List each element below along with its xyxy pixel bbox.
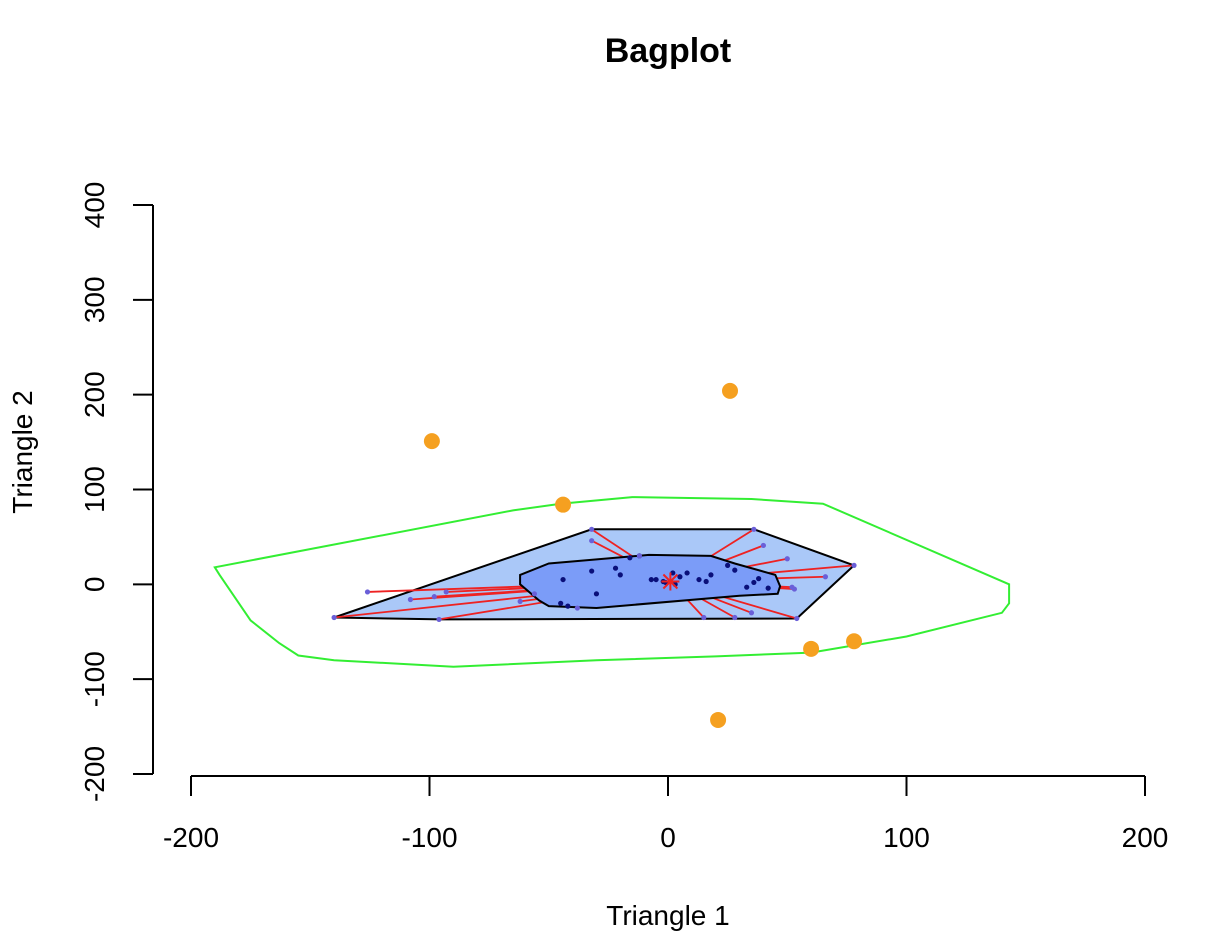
loop-point — [701, 614, 707, 621]
y-tick-label: -200 — [79, 746, 110, 802]
outlier-point — [555, 496, 572, 513]
bag-point — [648, 576, 654, 583]
loop-point — [331, 614, 337, 621]
y-tick-label: -100 — [79, 651, 110, 707]
bag-point — [653, 576, 659, 583]
bag-point — [612, 565, 619, 571]
y-tick-label: 0 — [79, 577, 110, 593]
x-tick-label: 100 — [883, 822, 930, 853]
loop-point — [443, 589, 449, 595]
bag-point — [725, 562, 731, 568]
loop-point — [748, 610, 755, 616]
x-tick-label: 200 — [1122, 822, 1169, 853]
loop-point — [784, 556, 790, 562]
y-axis: -200 -100 0 100 200 300 400 — [79, 182, 154, 802]
outlier-point — [803, 640, 820, 657]
bag-point — [558, 600, 564, 606]
loop-point — [760, 542, 767, 549]
y-tick-label: 400 — [79, 182, 110, 229]
points-layer — [331, 526, 857, 623]
bag-point — [617, 572, 623, 578]
chart-title: Bagplot — [605, 32, 732, 70]
bag-point — [589, 568, 595, 574]
center-marker — [662, 573, 679, 590]
loop-point — [364, 589, 371, 595]
loop-point — [589, 526, 595, 532]
y-axis-label: Triangle 2 — [7, 390, 38, 513]
loop-point — [589, 538, 595, 544]
outlier-point — [846, 633, 863, 650]
bag-point — [756, 576, 762, 582]
loop-point — [851, 562, 857, 568]
x-tick-label: -200 — [163, 822, 219, 853]
bag-point — [677, 574, 683, 580]
loop-point — [636, 553, 642, 559]
loop-point — [531, 591, 538, 597]
bag-point — [751, 579, 757, 586]
loop-point — [751, 526, 757, 532]
loop-point — [436, 616, 442, 623]
bag-point — [670, 570, 676, 576]
bag-point — [765, 585, 771, 591]
y-tick-label: 100 — [79, 466, 110, 513]
bag-point — [684, 570, 690, 576]
bag-point — [744, 584, 750, 590]
outlier-point — [423, 433, 440, 450]
loop-point — [794, 615, 800, 622]
loop-point — [431, 594, 437, 600]
loop-point — [574, 605, 580, 611]
bag-point — [703, 578, 709, 585]
outlier-point — [710, 711, 727, 728]
x-axis: -200 -100 0 100 200 — [163, 775, 1169, 853]
outlier-layer — [423, 382, 863, 728]
bag-point — [696, 576, 702, 583]
center-layer — [661, 572, 680, 591]
bag-point — [565, 603, 571, 609]
outlier-point — [722, 382, 739, 399]
x-tick-label: 0 — [660, 822, 676, 853]
loop-point — [822, 574, 829, 580]
loop-point — [732, 614, 738, 621]
bag-point — [560, 576, 566, 583]
loop-point — [407, 596, 414, 603]
loop-point — [791, 586, 798, 592]
loop-point — [517, 598, 523, 605]
bag-point — [732, 567, 738, 573]
bag-point — [708, 572, 714, 578]
x-tick-label: -100 — [401, 822, 457, 853]
bag-point — [593, 591, 600, 597]
y-tick-label: 300 — [79, 276, 110, 323]
bag-point — [627, 555, 633, 561]
y-tick-label: 200 — [79, 371, 110, 418]
x-axis-label: Triangle 1 — [606, 900, 729, 931]
